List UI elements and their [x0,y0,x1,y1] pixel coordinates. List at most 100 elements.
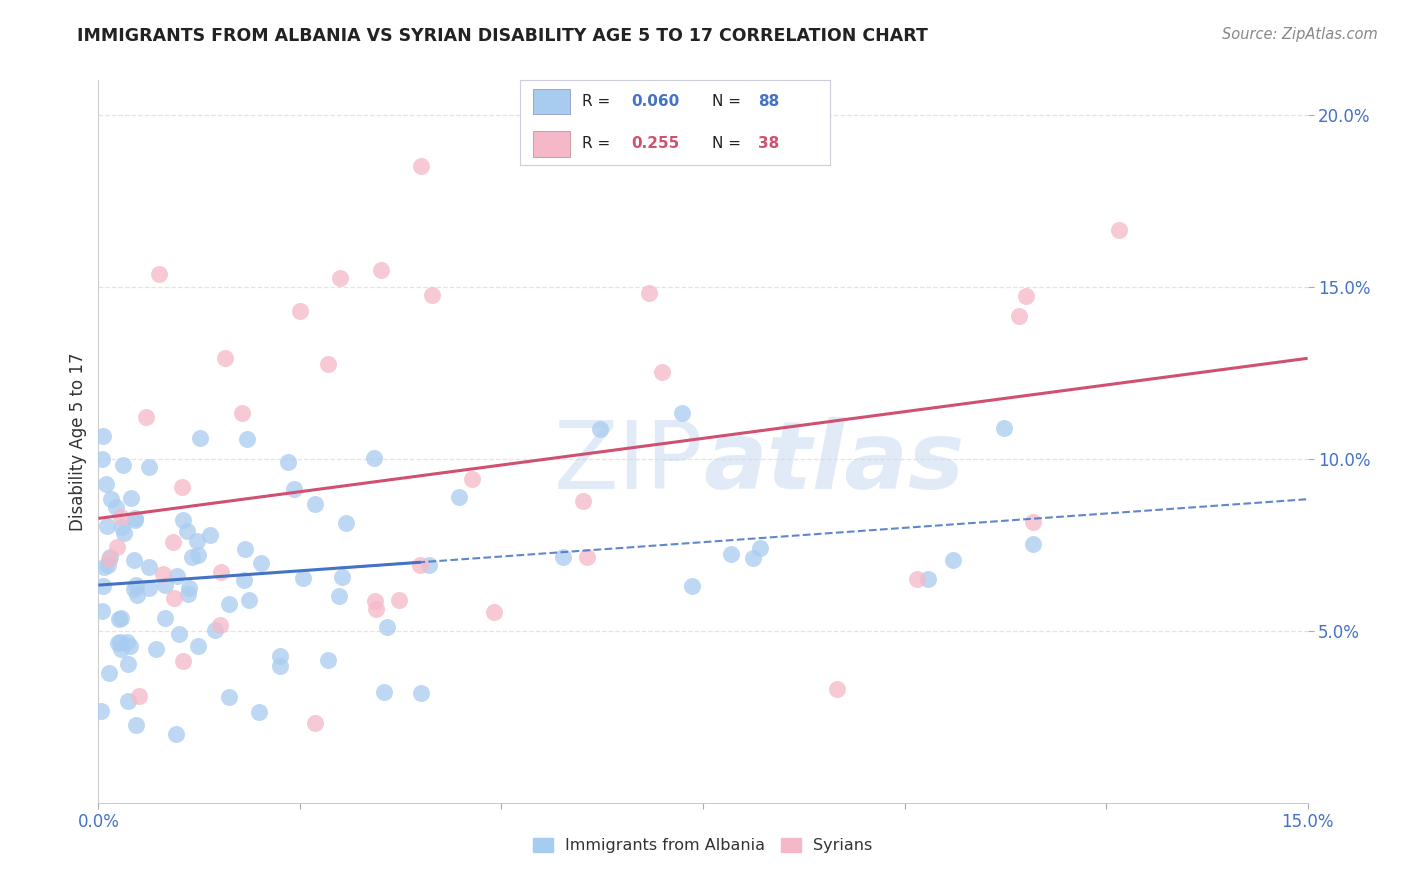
Point [316,357,339,371]
Point [110,509,132,524]
Point [364,594,387,608]
Point [165,726,187,740]
Point [120,491,142,506]
Point [1008,309,1031,323]
Point [98,550,121,565]
Point [128,690,150,704]
Point [90,451,112,466]
Point [177,587,200,601]
Point [283,482,305,496]
Point [304,497,326,511]
Point [247,706,270,720]
Point [388,592,411,607]
Point [638,286,661,301]
Point [553,549,575,564]
Point [942,552,965,566]
Point [125,718,148,732]
Text: 38: 38 [758,136,780,152]
Point [370,262,392,277]
Point [236,432,259,446]
Point [96,519,118,533]
Point [176,524,198,538]
Point [162,535,184,549]
Point [172,654,194,668]
Point [91,579,114,593]
Point [409,686,432,700]
Point [233,541,256,556]
Point [198,528,221,542]
Point [153,611,176,625]
Point [110,611,132,625]
Text: Source: ZipAtlas.com: Source: ZipAtlas.com [1222,27,1378,42]
Point [1015,289,1038,303]
Point [91,429,114,443]
Point [329,271,352,285]
Point [172,480,194,494]
Point [363,450,385,465]
Point [1022,515,1045,529]
Point [218,597,240,611]
Point [373,684,395,698]
Point [277,454,299,468]
Point [409,159,432,173]
Point [180,549,202,564]
Point [742,551,765,566]
Point [138,560,160,574]
Point [316,653,339,667]
Bar [533,131,569,157]
Point [125,578,148,592]
Point [1022,537,1045,551]
Point [208,617,231,632]
Point [138,582,160,596]
Point [108,635,131,649]
Text: R =: R = [582,136,616,152]
Point [651,365,673,379]
Text: IMMIGRANTS FROM ALBANIA VS SYRIAN DISABILITY AGE 5 TO 17 CORRELATION CHART: IMMIGRANTS FROM ALBANIA VS SYRIAN DISABI… [77,27,928,45]
Point [105,500,128,514]
Point [100,491,122,506]
Point [166,569,188,583]
Point [110,642,132,657]
Point [917,572,939,586]
Text: atlas: atlas [703,417,965,509]
Point [105,540,128,554]
Point [117,657,139,672]
Point [575,550,598,565]
Point [720,547,742,561]
Point [484,605,506,619]
Point [90,705,112,719]
Point [461,472,484,486]
Point [238,592,260,607]
Text: 0.255: 0.255 [631,136,681,152]
Text: 88: 88 [758,94,780,109]
Point [117,694,139,708]
Point [163,591,186,605]
Point [186,534,208,549]
Point [111,458,134,472]
Point [124,513,146,527]
Point [749,541,772,555]
Point [91,603,114,617]
Point [449,490,471,504]
Point [231,406,253,420]
Point [288,303,311,318]
Point [115,634,138,648]
Point [148,267,170,281]
Legend: Immigrants from Albania, Syrians: Immigrants from Albania, Syrians [527,831,879,860]
Point [209,565,232,579]
Point [111,520,134,534]
Point [214,351,236,365]
Point [825,681,848,696]
Point [122,582,145,596]
Point [218,690,240,704]
Point [232,573,254,587]
Point [107,636,129,650]
Point [335,516,357,530]
Point [420,287,443,301]
Point [269,648,291,663]
Point [169,626,191,640]
Point [249,556,271,570]
Text: R =: R = [582,94,616,109]
Point [330,570,353,584]
Point [304,716,326,731]
